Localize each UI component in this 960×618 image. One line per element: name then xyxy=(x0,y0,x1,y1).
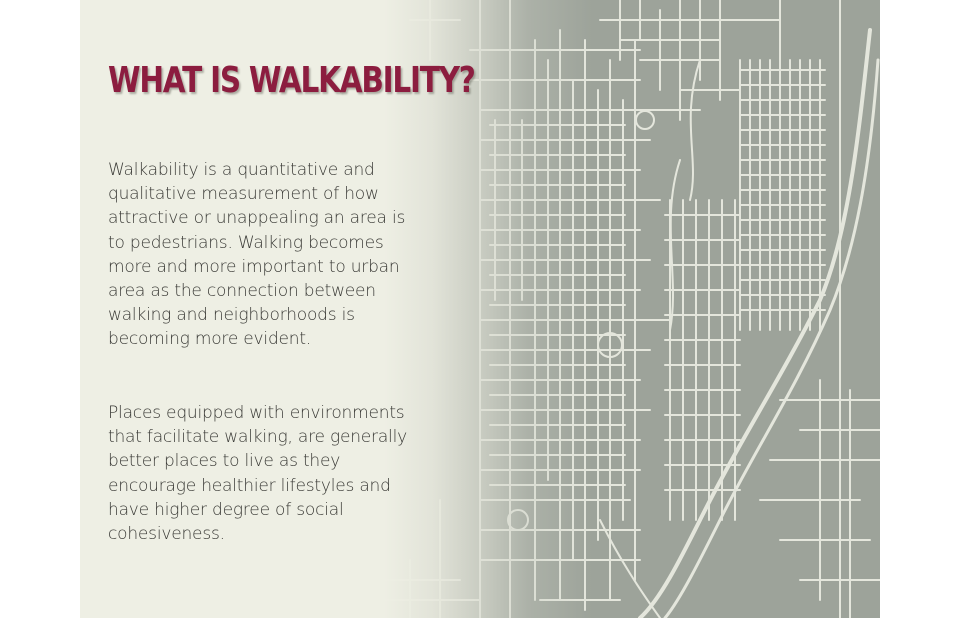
slide-title: WHAT IS WALKABILITY? xyxy=(108,60,476,101)
paragraph-definition: Walkability is a quantitative and qualit… xyxy=(108,160,406,350)
slide: WHAT IS WALKABILITY? Walkability is a qu… xyxy=(80,0,880,618)
text-panel-fade xyxy=(80,0,880,618)
paragraph-benefits: Places equipped with environments that f… xyxy=(108,403,407,545)
